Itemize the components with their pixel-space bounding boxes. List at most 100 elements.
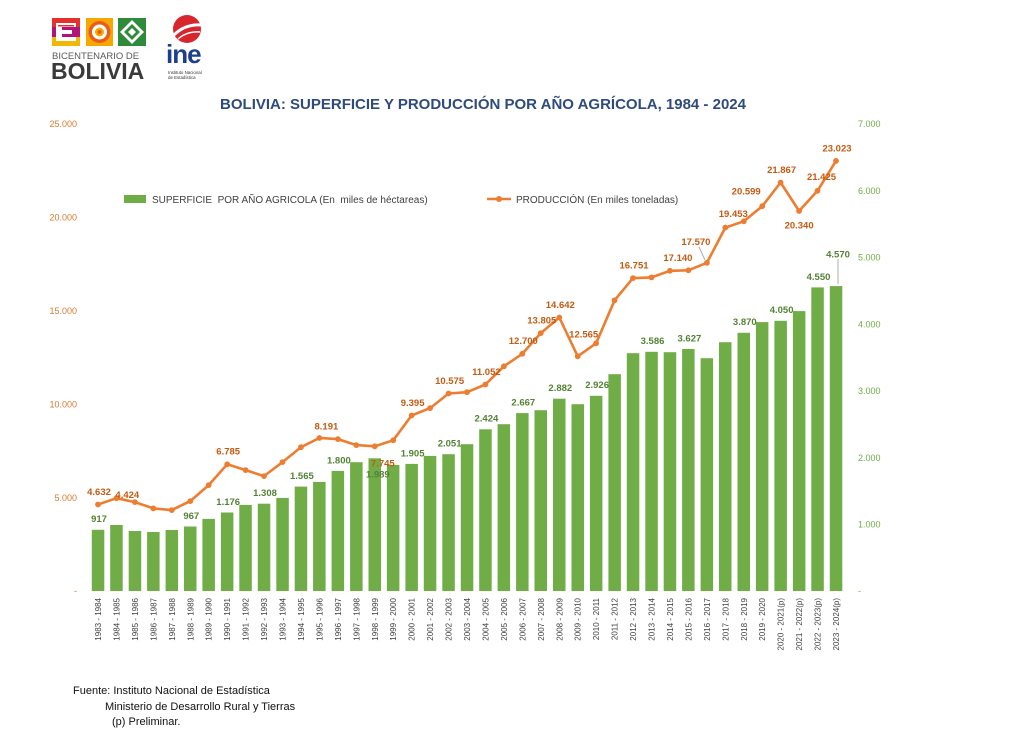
- superficie-bar-2003-2004: [460, 444, 474, 591]
- superficie-bar-1985-1986: [128, 531, 142, 591]
- produccion-point-2015-2016: [685, 267, 692, 274]
- produccion-label-2023-2024-p: 23.023: [822, 143, 851, 154]
- x-tick-label-2017-2018: 2017 - 2018: [721, 597, 730, 640]
- superficie-label-1996-1997: 1.800: [327, 455, 351, 466]
- superficie-bar-2014-2015: [663, 352, 677, 591]
- superficie-bar-2020-2021-p: [774, 320, 787, 591]
- y-left-tick-label-25000: 25.000: [49, 119, 77, 129]
- superficie-label-1992-1993: 1.308: [253, 488, 277, 499]
- superficie-bar-2007-2008: [534, 410, 547, 591]
- x-tick-label-2012-2013: 2012 - 2013: [629, 597, 638, 640]
- produccion-point-2018-2019: [740, 218, 747, 225]
- x-tick-label-1997-1998: 1997 - 1998: [352, 597, 361, 640]
- produccion-point-2016-2017: [704, 259, 710, 266]
- ine-logo: ine Instituto Nacional de Estadística: [164, 12, 214, 82]
- superficie-bar-2015-2016: [682, 349, 695, 591]
- y-right-tick-label-3000: 3.000: [858, 386, 881, 396]
- ine-logo-subtitle-line1: Instituto Nacional: [168, 70, 202, 75]
- ine-logo-name: ine: [166, 39, 202, 69]
- produccion-label-leader: [698, 246, 706, 260]
- produccion-label-2020-2021-p: 21.867: [767, 165, 796, 176]
- ine-red-mark-icon: [172, 15, 202, 43]
- produccion-point-1984-1985: [113, 495, 120, 502]
- superficie-label-1990-1991: 1.176: [216, 497, 240, 508]
- produccion-label-1983-1984: 4.632: [87, 487, 111, 498]
- produccion-point-1996-1997: [335, 436, 341, 442]
- produccion-point-2011-2012: [611, 297, 618, 304]
- legend: SUPERFICIE POR AÑO AGRICOLA (En miles de…: [124, 193, 678, 206]
- produccion-label-1990-1991: 6.785: [216, 447, 240, 458]
- produccion-point-1990-1991: [224, 461, 231, 468]
- superficie-label-2010-2011: 2.926: [585, 380, 609, 391]
- axes: - 5.000 10.000 15.000 20.000 25.000 - 1.000 2.00…: [49, 119, 880, 650]
- x-tick-label-2021-2022-p: 2021 - 2022(p): [795, 598, 804, 651]
- y-right-tick-label-2000: 2.000: [858, 453, 881, 463]
- x-tick-label-2005-2006: 2005 - 2006: [500, 597, 509, 640]
- produccion-point-2001-2002: [427, 405, 433, 411]
- superficie-bar-2021-2022-p: [792, 311, 806, 591]
- x-tick-label-2001-2002: 2001 - 2002: [426, 597, 435, 640]
- produccion-label-1986-1987: 4.424: [115, 490, 139, 501]
- superficie-label-2023-2024-p: 4.570: [826, 250, 850, 261]
- produccion-point-2003-2004: [464, 389, 470, 396]
- superficie-label-2020-2021-p: 4.050: [770, 305, 794, 316]
- x-tick-label-2023-2024-p: 2023 - 2024(p): [832, 598, 841, 651]
- superficie-bar-1993-1994: [276, 497, 289, 591]
- produccion-label-2012-2013: 16.751: [619, 261, 649, 272]
- produccion-series: [95, 158, 839, 513]
- legend-produccion-marker: [496, 196, 502, 202]
- produccion-point-2009-2010: [574, 353, 581, 360]
- produccion-point-1983-1984: [95, 501, 101, 508]
- produccion-point-1989-1990: [205, 482, 212, 488]
- produccion-point-1999-2000: [390, 437, 397, 444]
- x-tick-label-1988-1989: 1988 - 1989: [186, 597, 195, 640]
- chart-title: BOLIVIA: SUPERFICIE Y PRODUCCIÓN POR AÑO…: [220, 95, 747, 113]
- produccion-point-1995-1996: [316, 435, 323, 441]
- produccion-point-2023-2024-p: [833, 158, 839, 164]
- bicentenario-logo-line2: BOLIVIA: [51, 58, 145, 84]
- superficie-label-2013-2014: 3.586: [641, 336, 665, 347]
- y-right-tick-label-5000: 5.000: [858, 253, 881, 263]
- footer-source-ministry: Ministerio de Desarrollo Rural y Tierras: [105, 701, 296, 713]
- bicentenario-logo-line1: BICENTENARIO DE: [52, 51, 140, 62]
- produccion-label-2006-2007: 12.700: [509, 336, 538, 347]
- produccion-label-2017-2018: 19.453: [719, 209, 748, 220]
- superficie-label-1988-1989: 967: [183, 511, 199, 522]
- bicentenario-green-pattern-icon: [118, 18, 146, 46]
- superficie-label-2006-2007: 2.667: [511, 398, 535, 409]
- x-tick-label-2013-2014: 2013 - 2014: [648, 597, 657, 640]
- x-tick-label-2018-2019: 2018 - 2019: [740, 597, 749, 640]
- produccion-point-1998-1999: [371, 443, 378, 450]
- x-tick-label-1990-1991: 1990 - 1991: [223, 597, 232, 640]
- superficie-bar-1990-1991: [220, 512, 234, 591]
- x-tick-label-1998-1999: 1998 - 1999: [371, 597, 380, 640]
- superficie-bar-2005-2006: [497, 424, 511, 591]
- superficie-bar-1988-1989: [184, 526, 197, 591]
- bicentenario-red-pattern-icon: [52, 18, 80, 46]
- x-tick-label-2006-2007: 2006 - 2007: [518, 597, 527, 640]
- superficie-bar-2022-2023-p: [811, 287, 824, 591]
- footer-source: Fuente: Instituto Nacional de Estadístic…: [73, 685, 270, 697]
- bicentenario-sun-icon: [86, 18, 113, 46]
- superficie-bar-2010-2011: [589, 395, 603, 591]
- produccion-point-2022-2023-p: [814, 187, 821, 194]
- x-tick-label-1985-1986: 1985 - 1986: [131, 597, 140, 640]
- superficie-bar-2016-2017: [700, 358, 714, 591]
- x-tick-label-2011-2012: 2011 - 2012: [611, 597, 620, 640]
- superficie-label-1983-1984: 917: [91, 514, 107, 525]
- x-tick-label-2002-2003: 2002 - 2003: [445, 597, 454, 640]
- produccion-point-2012-2013: [630, 275, 636, 281]
- produccion-label-1995-1996: 8.191: [315, 421, 339, 432]
- produccion-label-2016-2017: 17.570: [681, 237, 710, 248]
- ine-logo-subtitle-line2: de Estadística: [168, 75, 196, 80]
- superficie-bar-1995-1996: [313, 481, 326, 591]
- x-tick-label-1989-1990: 1989 - 1990: [205, 597, 214, 640]
- x-tick-label-1996-1997: 1996 - 1997: [334, 597, 343, 640]
- y-right-tick-label-4000: 4.000: [858, 319, 881, 329]
- y-left-tick-label-15000: 15.000: [49, 306, 77, 316]
- x-tick-label-1984-1985: 1984 - 1985: [113, 597, 122, 640]
- produccion-point-1991-1992: [242, 467, 249, 473]
- x-tick-label-2020-2021-p: 2020 - 2021(p): [777, 598, 786, 651]
- superficie-bar-1984-1985: [110, 525, 123, 591]
